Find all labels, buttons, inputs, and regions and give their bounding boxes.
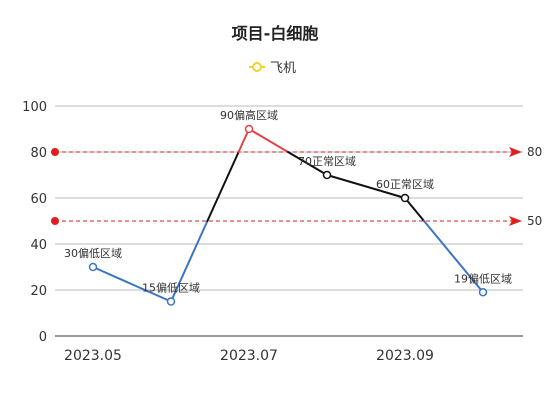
- data-point[interactable]: [400, 193, 410, 203]
- data-point[interactable]: [88, 262, 98, 272]
- mark-line-arrow: [509, 216, 522, 226]
- data-point[interactable]: [166, 297, 176, 306]
- chart-title: 项目-白细胞: [232, 24, 319, 43]
- series-segment: [206, 151, 240, 222]
- legend[interactable]: 飞机: [249, 61, 296, 76]
- data-label: 15偏低区域: [142, 281, 200, 295]
- series-segment: [404, 197, 426, 222]
- series-segment: [423, 220, 484, 294]
- data-label: 60正常区域: [376, 178, 434, 191]
- series-segment: [170, 220, 209, 303]
- series-segment: [92, 266, 172, 303]
- mark-line-label: 50: [527, 214, 542, 228]
- x-tick-label: 2023.07: [220, 348, 278, 364]
- series-line: [92, 128, 484, 303]
- data-point[interactable]: [322, 170, 332, 180]
- legend-label: 飞机: [270, 61, 296, 76]
- data-points[interactable]: [88, 124, 488, 306]
- grid: [55, 105, 523, 291]
- mark-line-arrow: [509, 147, 522, 157]
- mark-line-label: 80: [527, 145, 542, 159]
- y-tick-label: 80: [30, 146, 47, 161]
- series-segment: [326, 174, 406, 199]
- data-point[interactable]: [244, 124, 254, 134]
- x-tick-label: 2023.05: [64, 348, 122, 364]
- series-segment: [287, 151, 328, 176]
- data-label: 90偏高区域: [220, 108, 278, 122]
- y-tick-label: 20: [30, 284, 47, 299]
- data-label: 19偏低区域: [454, 271, 512, 285]
- data-point[interactable]: [478, 288, 488, 297]
- data-label: 30偏低区域: [64, 246, 122, 260]
- series-segment: [248, 128, 289, 153]
- y-tick-label: 100: [22, 100, 47, 115]
- legend-marker: [252, 62, 262, 72]
- mark-line-start-dot: [51, 148, 59, 156]
- y-tick-label: 0: [39, 330, 47, 345]
- data-labels: 30偏低区域 15偏低区域 90偏高区域 70正常区域 60正常区域 19偏低区域: [64, 108, 512, 295]
- mark-line-start-dot: [51, 217, 59, 225]
- axes: 0 20 40 60 80 100 2023.05 2023.07 2023.09: [22, 100, 523, 364]
- y-tick-label: 60: [30, 192, 47, 207]
- data-label: 70正常区域: [298, 155, 356, 168]
- y-tick-label: 40: [30, 238, 47, 253]
- x-tick-label: 2023.09: [376, 348, 434, 364]
- mark-lines: 80 50: [51, 145, 542, 228]
